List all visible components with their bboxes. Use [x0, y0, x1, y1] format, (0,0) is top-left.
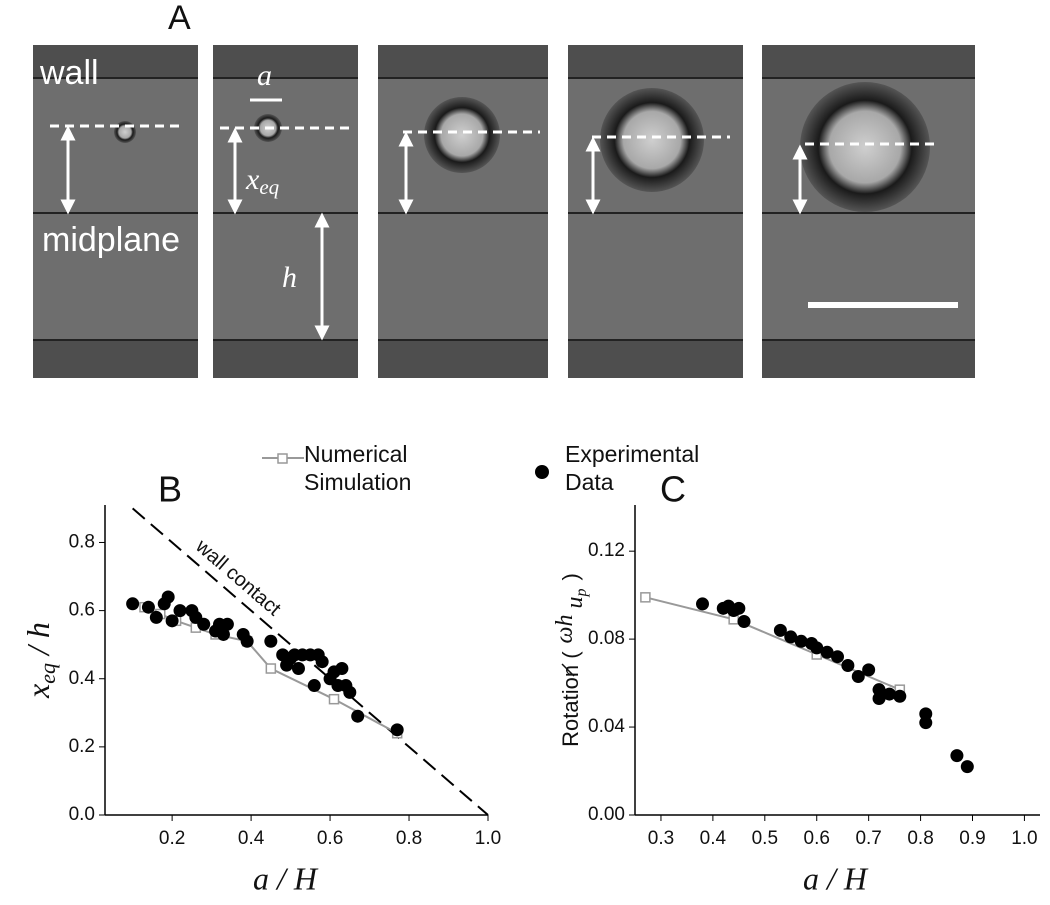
- x-axis-title: a / H: [253, 860, 319, 896]
- y-title-part: eq: [35, 663, 60, 684]
- y-title-part: x: [20, 684, 56, 699]
- x-tick-label: 1.0: [475, 828, 501, 849]
- x-tick-label: 0.2: [159, 828, 185, 849]
- panel-label: A: [168, 0, 191, 37]
- y-tick-label: 0.0: [69, 804, 95, 825]
- marker: [640, 592, 651, 603]
- marker: [960, 760, 974, 774]
- x-tick-label: 0.4: [238, 828, 265, 849]
- y-axis-title: Rotation ( ωh up): [552, 573, 590, 747]
- x-tick-label: 0.9: [959, 828, 985, 849]
- midplane-label: midplane: [42, 221, 180, 259]
- marker: [264, 634, 278, 648]
- marker: [240, 634, 254, 648]
- marker: [831, 650, 844, 664]
- marker: [950, 749, 964, 763]
- panel-label: B: [158, 469, 182, 510]
- marker: [696, 597, 709, 611]
- x-tick-label: 0.7: [855, 828, 881, 849]
- x-tick-label: 0.8: [907, 828, 933, 849]
- marker: [220, 617, 234, 631]
- wall-bands: [33, 45, 975, 378]
- legend-entry: Numerical Simulation: [304, 441, 412, 495]
- marker: [919, 716, 933, 730]
- y-title-part: u: [562, 596, 588, 608]
- wall-label: wall: [39, 54, 99, 92]
- marker: [291, 662, 305, 676]
- y-axis-title: xeq / h: [20, 622, 60, 699]
- marker: [343, 685, 357, 699]
- marker: [149, 610, 163, 624]
- legend-entry: Experimental Data: [565, 441, 700, 495]
- marker: [351, 709, 365, 723]
- y-title-part: ωh: [552, 614, 578, 643]
- marker: [141, 600, 155, 614]
- marker: [315, 655, 329, 669]
- marker: [161, 590, 175, 604]
- marker: [732, 601, 746, 615]
- y-title-part: / h: [20, 622, 56, 663]
- legend-line-key: [262, 453, 304, 464]
- fraction-slash: [561, 663, 575, 677]
- x-tick-label: 0.4: [700, 828, 727, 849]
- marker: [784, 630, 798, 644]
- y-tick-label: 0.04: [588, 716, 625, 737]
- marker: [216, 627, 230, 641]
- eq-label: xeq: [245, 163, 280, 199]
- x-tick-label: 0.6: [804, 828, 830, 849]
- y-tick-label: 0.08: [588, 628, 625, 649]
- marker: [893, 689, 907, 703]
- x-tick-label: 0.8: [396, 828, 422, 849]
- arrows: [60, 125, 808, 341]
- y-title-part: Rotation (: [558, 651, 583, 747]
- panel-a: A wall a xeq midplan: [33, 0, 975, 385]
- y-tick-label: 0.8: [69, 531, 95, 552]
- h-label: h: [282, 261, 297, 294]
- annotation: wall contact: [191, 535, 286, 621]
- x-tick-label: 0.5: [752, 828, 778, 849]
- marker: [126, 597, 140, 611]
- y-tick-label: 0.6: [69, 600, 95, 621]
- marker: [390, 723, 404, 737]
- marker: [820, 645, 834, 659]
- particles: [114, 82, 930, 212]
- marker: [328, 693, 340, 705]
- marker: [307, 679, 321, 693]
- x-tick-label: 0.3: [648, 828, 674, 849]
- marker: [872, 691, 886, 705]
- marker: [862, 663, 876, 677]
- y-tick-label: 0.00: [588, 804, 625, 825]
- wall-contact-line: [131, 507, 489, 816]
- marker: [773, 623, 787, 637]
- marker: [810, 641, 824, 655]
- marker: [173, 604, 187, 618]
- legend-dot-key: [535, 465, 549, 479]
- marker: [882, 687, 896, 701]
- panel-label: C: [660, 469, 686, 510]
- x-axis-title: a / H: [803, 860, 869, 896]
- marker: [197, 617, 211, 631]
- size-label: a: [257, 59, 272, 92]
- frame-gaps: [198, 40, 762, 385]
- y-tick-label: 0.12: [588, 540, 625, 561]
- y-title-part: p: [573, 588, 590, 597]
- charts: 0.2 0.4 0.6 0.8 1.0 0.0 0.2 0.4 0.6 0.8 Ba / H xeq …: [20, 469, 1040, 896]
- x-tick-label: 0.6: [317, 828, 343, 849]
- marker: [335, 662, 349, 676]
- y-tick-label: 0.2: [69, 736, 95, 757]
- marker: [794, 634, 808, 648]
- x-tick-label: 1.0: [1011, 828, 1037, 849]
- y-title-part: ): [558, 573, 583, 580]
- marker: [165, 614, 179, 628]
- y-tick-label: 0.4: [69, 668, 96, 689]
- marker: [265, 663, 277, 674]
- channel-lines: [33, 77, 975, 341]
- marker: [841, 658, 855, 672]
- marker: [851, 669, 865, 683]
- marker: [737, 615, 751, 629]
